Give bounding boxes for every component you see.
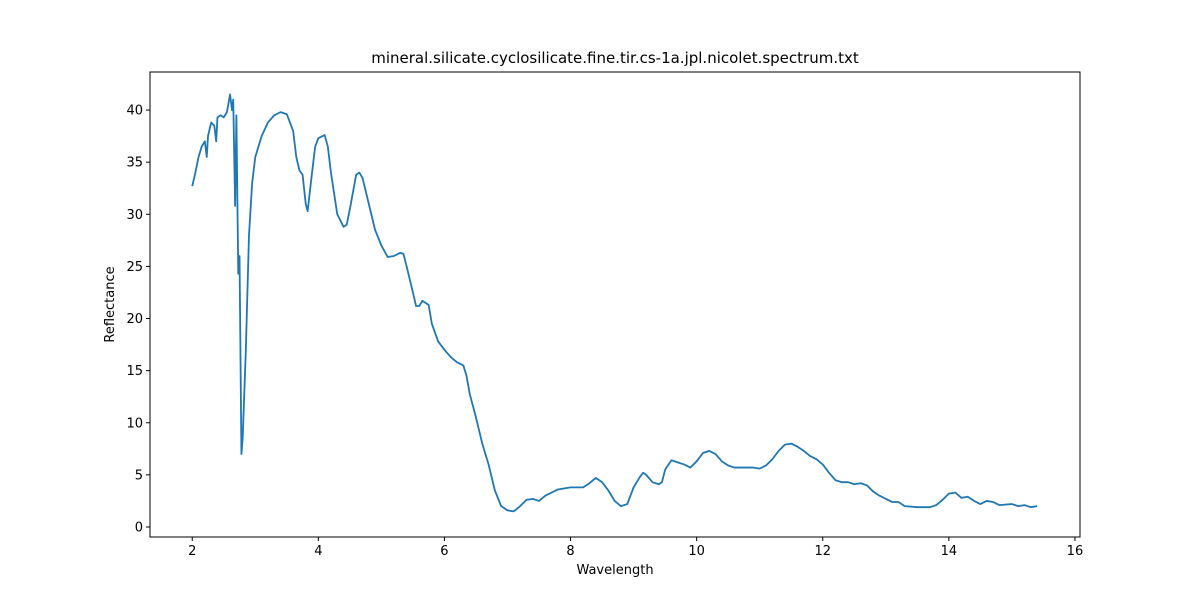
y-tick-label: 30 <box>126 208 143 223</box>
plot-frame <box>149 71 1081 538</box>
data-line <box>191 93 1038 513</box>
y-tick-label: 35 <box>126 156 143 171</box>
x-tick-label: 6 <box>440 544 448 559</box>
y-axis-label: Reflectance <box>103 266 118 342</box>
x-tick-label: 2 <box>188 544 196 559</box>
y-tick-label: 5 <box>135 468 143 483</box>
y-tick-label: 0 <box>135 520 143 535</box>
x-tick-label: 8 <box>566 544 574 559</box>
y-tick-label: 15 <box>126 364 143 379</box>
x-tick-label: 14 <box>941 544 958 559</box>
y-tick-label: 20 <box>126 312 143 327</box>
x-tick-label: 16 <box>1067 544 1084 559</box>
x-tick-label: 12 <box>814 544 831 559</box>
x-axis-label: Wavelength <box>576 563 653 578</box>
y-tick-label: 40 <box>126 104 143 119</box>
x-tick-label: 10 <box>688 544 705 559</box>
x-tick-label: 4 <box>314 544 322 559</box>
y-tick-label: 25 <box>126 260 143 275</box>
y-tick-label: 10 <box>126 416 143 431</box>
chart-title: mineral.silicate.cyclosilicate.fine.tir.… <box>371 49 859 67</box>
